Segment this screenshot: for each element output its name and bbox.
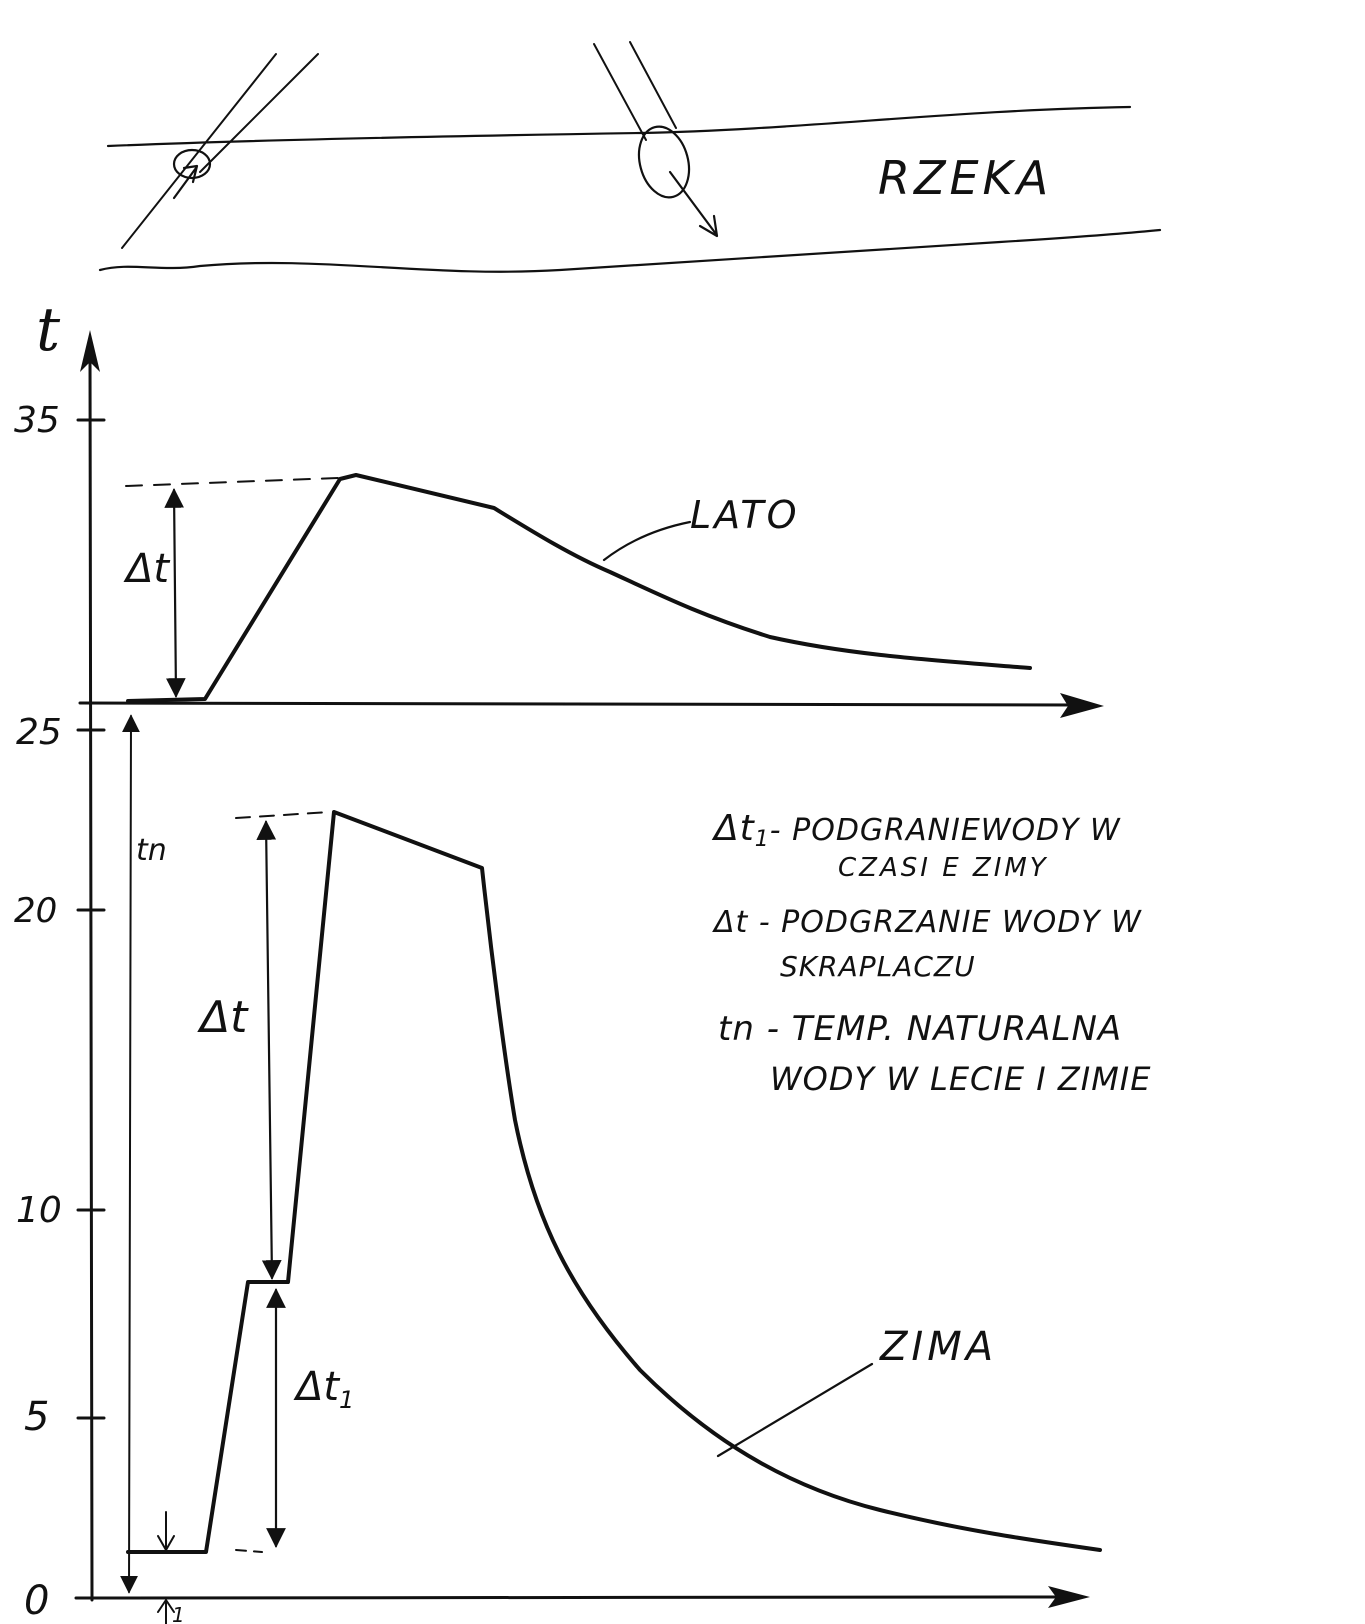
bottom-small-arrow: [157, 1511, 175, 1624]
y-axis: [88, 350, 94, 1602]
tick-label-25: 25: [16, 712, 62, 753]
winter-label-leader: [716, 1362, 874, 1458]
summer-label-leader: [602, 520, 692, 562]
bottom-small-arrow-label: 1: [172, 1603, 185, 1624]
winter-curve-label: ZIMA: [879, 1324, 997, 1370]
winter-x-axis-arrowhead: [1048, 1586, 1090, 1608]
intake-opening: [172, 148, 212, 180]
winter-curve-group: tn Δt Δt1 1 ZIMA: [120, 714, 1102, 1624]
winter-dashed-base: [235, 1549, 263, 1553]
summer-delta-t-label: Δt: [123, 546, 170, 592]
discharge-arrow: [668, 170, 719, 238]
tick-label-35: 35: [14, 400, 60, 441]
winter-dashed-level: [235, 811, 331, 819]
tick-label-0: 0: [24, 1578, 49, 1624]
summer-dashed-level: [125, 477, 339, 487]
river-label: RZEKA: [878, 151, 1052, 205]
summer-delta-t-arrow: [164, 488, 186, 698]
river-sketch: RZEKA: [98, 41, 1162, 273]
tick-label-10: 10: [16, 1190, 62, 1231]
tn-label: tn: [136, 833, 167, 868]
legend-line-4: SKRAPLACZU: [780, 950, 976, 983]
legend-line-5: tn - TEMP. NATURALNA: [718, 1009, 1122, 1049]
discharge-pipe-wall-2: [629, 41, 677, 129]
discharge-pipe-wall-1: [593, 43, 647, 141]
legend-line-3: Δt - PODGRZANIE WODY W: [712, 905, 1142, 940]
legend-line-2: CZASI E ZIMY: [838, 853, 1049, 883]
y-axis-label: t: [36, 295, 61, 365]
delta-t1-label: Δt1: [293, 1364, 354, 1414]
river-bank-top: [106, 105, 1132, 148]
legend: Δt1- PODGRANIEWODY W CZASI E ZIMY Δt - P…: [711, 808, 1151, 1098]
intake-arrow: [172, 164, 199, 200]
winter-delta-t-label: Δt: [197, 992, 249, 1043]
tick-label-20: 20: [14, 891, 57, 931]
winter-x-axis: [74, 1595, 1066, 1600]
axes: t 35 25 20 10 5 0: [14, 295, 1104, 1624]
y-axis-arrowhead: [80, 330, 100, 372]
summer-curve: [126, 473, 1032, 703]
legend-line-1: Δt1- PODGRANIEWODY W: [711, 808, 1121, 852]
tick-label-5: 5: [24, 1394, 49, 1440]
intake-pipe-wall-2: [199, 53, 319, 173]
discharge-opening: [637, 125, 691, 199]
summer-x-axis: [78, 701, 1082, 707]
summer-curve-group: Δt LATO: [123, 473, 1032, 703]
river-bank-bottom: [98, 228, 1162, 273]
legend-line-6: WODY W LECIE I ZIMIE: [770, 1060, 1151, 1098]
summer-curve-label: LATO: [690, 493, 800, 537]
summer-x-axis-arrowhead: [1060, 693, 1104, 718]
tn-arrow: [120, 714, 140, 1594]
winter-curve: [126, 810, 1102, 1554]
winter-delta-t-arrow: [256, 820, 282, 1280]
